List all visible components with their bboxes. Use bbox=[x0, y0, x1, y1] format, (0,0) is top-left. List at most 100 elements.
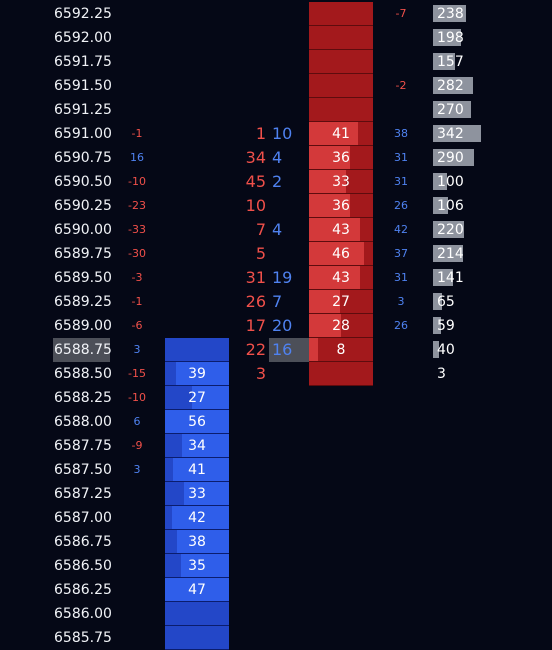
price-cell[interactable]: 6590.25 bbox=[54, 198, 112, 214]
price-cell[interactable]: 6588.00 bbox=[54, 414, 112, 430]
price-cell[interactable]: 6588.25 bbox=[54, 390, 112, 406]
side-value: 3 bbox=[397, 295, 405, 308]
bid-cell[interactable]: 42 bbox=[165, 506, 229, 530]
volume-bar bbox=[433, 293, 442, 310]
ask-size: 28 bbox=[332, 318, 350, 334]
price-cell[interactable]: 6587.25 bbox=[54, 486, 112, 502]
volume-value: 59 bbox=[437, 318, 455, 334]
price-cell[interactable]: 6591.25 bbox=[54, 102, 112, 118]
volume-profile-cell: 290 bbox=[433, 146, 543, 170]
sell-volume: 45 bbox=[245, 172, 266, 191]
ask-cell[interactable]: 43 bbox=[309, 266, 373, 290]
buy-volume: 20 bbox=[272, 316, 293, 335]
price-cell[interactable]: 6587.00 bbox=[54, 510, 112, 526]
bid-size: 33 bbox=[188, 486, 206, 502]
bid-cell[interactable]: 41 bbox=[165, 458, 229, 482]
bid-size: 47 bbox=[188, 582, 206, 598]
volume-bar bbox=[433, 53, 455, 70]
delta-value: -10 bbox=[128, 391, 146, 404]
volume-value: 157 bbox=[437, 54, 464, 70]
side-value: -2 bbox=[395, 79, 407, 92]
ladder-row: 6592.00 198 bbox=[0, 26, 552, 50]
price-cell[interactable]: 6588.50 bbox=[54, 366, 112, 382]
side-value: 31 bbox=[394, 151, 408, 164]
price-cell[interactable]: 6591.00 bbox=[54, 126, 112, 142]
ask-cell[interactable]: 36 bbox=[309, 194, 373, 218]
bid-cell[interactable]: 47 bbox=[165, 578, 229, 602]
price-cell[interactable]: 6587.75 bbox=[54, 438, 112, 454]
price-cell[interactable]: 6590.00 bbox=[54, 222, 112, 238]
price-cell[interactable]: 6589.00 bbox=[54, 318, 112, 334]
ladder-row: 6590.25 -23 10 36 26 106 bbox=[0, 194, 552, 218]
ask-cell[interactable] bbox=[309, 50, 373, 74]
price-cell[interactable]: 6591.50 bbox=[54, 78, 112, 94]
ask-cell[interactable] bbox=[309, 74, 373, 98]
ladder-row: 6587.75 -9 34 bbox=[0, 434, 552, 458]
ask-size: 36 bbox=[332, 150, 350, 166]
bid-cell[interactable]: 39 bbox=[165, 362, 229, 386]
delta-value: -1 bbox=[131, 295, 143, 308]
volume-bar bbox=[433, 125, 481, 142]
ask-cell[interactable]: 28 bbox=[309, 314, 373, 338]
price-cell[interactable]: 6589.25 bbox=[54, 294, 112, 310]
volume-bar bbox=[433, 29, 461, 46]
ladder-row: 6590.50 -10 45 2 33 31 100 bbox=[0, 170, 552, 194]
price-cell[interactable]: 6591.75 bbox=[54, 54, 112, 70]
bid-cell[interactable] bbox=[165, 338, 229, 362]
ask-size: 8 bbox=[336, 342, 346, 358]
ladder-row: 6592.25 -7 238 bbox=[0, 2, 552, 26]
volume-value: 290 bbox=[437, 150, 464, 166]
price-cell[interactable]: 6590.50 bbox=[54, 174, 112, 190]
price-cell[interactable]: 6590.75 bbox=[54, 150, 112, 166]
ask-cell[interactable]: 33 bbox=[309, 170, 373, 194]
volume-bar bbox=[433, 77, 473, 94]
volume-profile-cell: 65 bbox=[433, 290, 543, 314]
ask-cell[interactable]: 27 bbox=[309, 290, 373, 314]
price-cell[interactable]: 6589.75 bbox=[54, 246, 112, 262]
ask-cell[interactable]: 8 bbox=[309, 338, 373, 362]
bid-cell[interactable]: 27 bbox=[165, 386, 229, 410]
bid-cell[interactable]: 33 bbox=[165, 482, 229, 506]
price-cell[interactable]: 6586.25 bbox=[54, 582, 112, 598]
ladder-row: 6588.50 -15 39 3 3 bbox=[0, 362, 552, 386]
sell-volume: 31 bbox=[245, 268, 266, 287]
ask-cell[interactable]: 43 bbox=[309, 218, 373, 242]
delta-value: -23 bbox=[128, 199, 146, 212]
volume-bar bbox=[433, 221, 464, 238]
bid-cell[interactable]: 35 bbox=[165, 554, 229, 578]
price-cell[interactable]: 6592.00 bbox=[54, 30, 112, 46]
current-price[interactable]: 6588.75 bbox=[53, 338, 112, 362]
bid-cell[interactable] bbox=[165, 602, 229, 626]
ask-cell[interactable] bbox=[309, 362, 373, 386]
volume-value: 238 bbox=[437, 6, 464, 22]
volume-value: 65 bbox=[437, 294, 455, 310]
volume-value: 40 bbox=[437, 342, 455, 358]
volume-bar bbox=[433, 245, 463, 262]
price-cell[interactable]: 6586.75 bbox=[54, 534, 112, 550]
bid-cell[interactable]: 38 bbox=[165, 530, 229, 554]
ask-cell[interactable] bbox=[309, 26, 373, 50]
bid-cell[interactable]: 56 bbox=[165, 410, 229, 434]
ask-cell[interactable] bbox=[309, 98, 373, 122]
bid-cell[interactable] bbox=[165, 626, 229, 650]
bid-size: 27 bbox=[188, 390, 206, 406]
ladder-row: 6590.00 -33 7 4 43 42 220 bbox=[0, 218, 552, 242]
side-value: 42 bbox=[394, 223, 408, 236]
bid-cell[interactable]: 34 bbox=[165, 434, 229, 458]
buy-volume: 16 bbox=[269, 338, 309, 362]
volume-profile-cell: 238 bbox=[433, 2, 543, 26]
price-cell[interactable]: 6586.50 bbox=[54, 558, 112, 574]
price-cell[interactable]: 6587.50 bbox=[54, 462, 112, 478]
ask-size-bar bbox=[309, 242, 365, 265]
ask-size-bar bbox=[309, 314, 341, 337]
volume-profile-cell: 198 bbox=[433, 26, 543, 50]
price-cell[interactable]: 6585.75 bbox=[54, 630, 112, 646]
price-cell[interactable]: 6586.00 bbox=[54, 606, 112, 622]
ask-cell[interactable]: 36 bbox=[309, 146, 373, 170]
volume-value: 3 bbox=[437, 366, 446, 382]
ask-cell[interactable]: 46 bbox=[309, 242, 373, 266]
ask-cell[interactable]: 41 bbox=[309, 122, 373, 146]
price-cell[interactable]: 6592.25 bbox=[54, 6, 112, 22]
ask-cell[interactable] bbox=[309, 2, 373, 26]
price-cell[interactable]: 6589.50 bbox=[54, 270, 112, 286]
